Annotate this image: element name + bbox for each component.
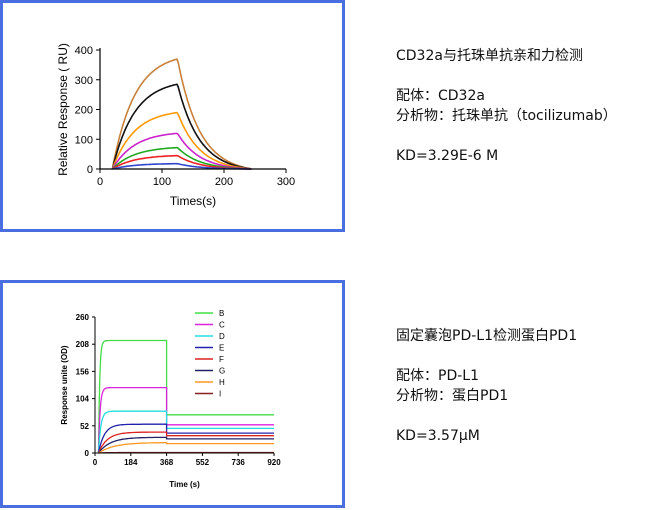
chart2-series-line-C bbox=[97, 386, 274, 454]
chart2-legend-label-I: I bbox=[219, 390, 221, 399]
chart2-series-line-G bbox=[97, 436, 274, 454]
chart2-legend-label-F: F bbox=[219, 355, 224, 364]
chart1-series-line-3 bbox=[111, 111, 252, 170]
chart2-series-line-D bbox=[97, 410, 274, 454]
chart2-info-title: 固定囊泡PD-L1检测蛋白PD1 bbox=[396, 328, 578, 344]
chart1-info: CD32a与托珠单抗亲和力检测 配体：CD32a 分析物：托珠单抗（tocili… bbox=[396, 46, 617, 166]
chart2-x-tick-label: 920 bbox=[267, 458, 281, 467]
chart1-x-tick-label: 200 bbox=[215, 176, 233, 188]
chart1-x-axis-label: Times(s) bbox=[170, 194, 216, 208]
chart1-x-tick-label: 300 bbox=[277, 176, 295, 188]
chart2-info-analyte: 分析物：蛋白PD1 bbox=[396, 388, 509, 404]
chart1-series-line-4 bbox=[111, 132, 252, 170]
chart2-legend-label-D: D bbox=[219, 332, 225, 341]
chart2-legend-label-B: B bbox=[219, 309, 224, 318]
chart2-legend-label-E: E bbox=[219, 344, 224, 353]
chart2-y-tick-label: 104 bbox=[76, 395, 90, 404]
chart2-y-tick-label: 0 bbox=[85, 449, 90, 458]
chart1-y-tick-label: 300 bbox=[75, 75, 93, 87]
chart2-legend-label-C: C bbox=[219, 321, 225, 330]
chart2-x-tick-label: 0 bbox=[93, 458, 98, 467]
chart1-info-kd: KD=3.29E-6 M bbox=[396, 148, 499, 164]
chart1-info-title: CD32a与托珠单抗亲和力检测 bbox=[396, 48, 583, 64]
chart2-y-tick-label: 156 bbox=[76, 367, 90, 376]
chart1-y-tick-label: 400 bbox=[75, 45, 93, 57]
chart2-series-line-F bbox=[97, 431, 274, 454]
chart2-x-axis-label: Time (s) bbox=[169, 480, 200, 489]
chart1-y-tick-label: 100 bbox=[75, 134, 93, 146]
chart2-info-kd: KD=3.57μM bbox=[396, 428, 480, 444]
chart1-svg: 0 100 200 300 400 0 100 200 300 Times(s) Relative … bbox=[56, 43, 295, 208]
chart1-x-tick-label: 100 bbox=[153, 176, 171, 188]
chart2-series-line-B bbox=[97, 339, 274, 454]
chart2-y-tick-label: 52 bbox=[80, 422, 89, 431]
chart1-series-line-1 bbox=[111, 58, 252, 170]
chart1-x-tick-label: 0 bbox=[97, 176, 103, 188]
chart2-x-tick-label: 736 bbox=[232, 458, 246, 467]
chart2-info: 固定囊泡PD-L1检测蛋白PD1 配体：PD-L1 分析物：蛋白PD1 KD=3… bbox=[396, 326, 577, 446]
chart1-y-axis-label: Relative Response ( RU) bbox=[56, 43, 70, 176]
chart2-x-tick-label: 552 bbox=[196, 458, 210, 467]
chart2-y-tick-label: 208 bbox=[76, 340, 90, 349]
chart2-info-ligand: 配体：PD-L1 bbox=[396, 368, 479, 384]
chart2-y-tick-label: 260 bbox=[76, 313, 90, 322]
chart1-panel: 0 100 200 300 400 0 100 200 300 Times(s) Relative … bbox=[0, 0, 345, 232]
chart1-y-tick-label: 0 bbox=[87, 164, 93, 176]
chart2-svg: 0 52 104 156 208 260 0 184 368 552 736 920 Time (s) R… bbox=[60, 309, 281, 489]
chart2-x-tick-label: 368 bbox=[160, 458, 174, 467]
chart1-series-line-2 bbox=[111, 83, 252, 170]
chart2-series-line-E bbox=[97, 423, 274, 454]
chart2-panel: 0 52 104 156 208 260 0 184 368 552 736 920 Time (s) R… bbox=[0, 280, 345, 508]
chart2-series-line-H bbox=[98, 441, 274, 454]
chart2-x-tick-label: 184 bbox=[124, 458, 138, 467]
chart1-info-ligand: 配体：CD32a bbox=[396, 88, 485, 104]
chart1-y-tick-label: 200 bbox=[75, 105, 93, 117]
chart2-legend-label-H: H bbox=[219, 378, 225, 387]
chart2-legend-label-G: G bbox=[219, 367, 225, 376]
chart1-info-analyte: 分析物：托珠单抗（tocilizumab） bbox=[396, 108, 617, 124]
chart2-y-axis-label: Response unite (OD) bbox=[60, 345, 69, 424]
